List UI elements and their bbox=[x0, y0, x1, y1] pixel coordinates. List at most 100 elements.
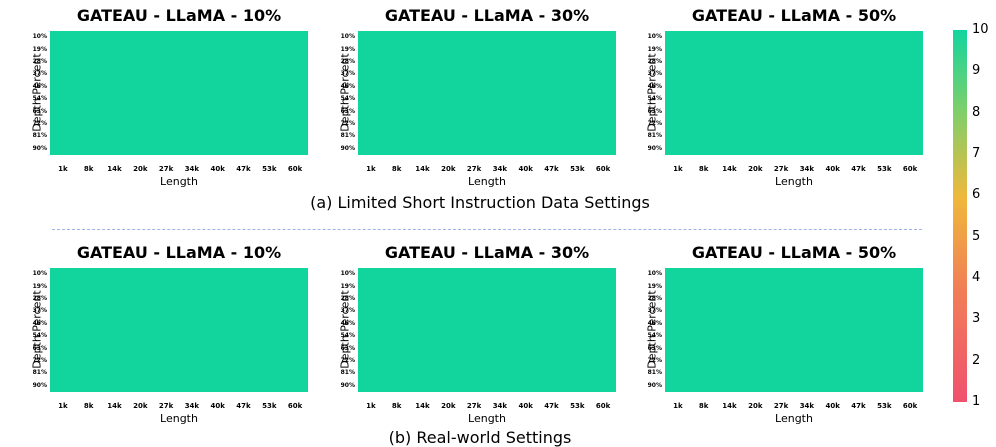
heatmap-cell bbox=[819, 93, 847, 106]
heatmap-cell bbox=[230, 142, 257, 156]
heatmap-cell bbox=[845, 305, 872, 319]
heatmap-cell bbox=[487, 367, 514, 381]
heatmap-cell bbox=[204, 292, 232, 306]
heatmap-cell bbox=[845, 130, 872, 144]
heatmap-cell bbox=[75, 379, 103, 393]
heatmap-cell bbox=[590, 330, 617, 343]
heatmap-cell bbox=[383, 142, 411, 156]
heatmap-cell bbox=[282, 367, 309, 381]
y-tick-label: 19% bbox=[647, 45, 662, 53]
heatmap-cell bbox=[204, 305, 232, 319]
heatmap-cell bbox=[75, 68, 103, 82]
heatmap-cell bbox=[204, 354, 232, 368]
heatmap-cell bbox=[716, 142, 743, 156]
heatmap-cell bbox=[230, 105, 257, 119]
heatmap-cell bbox=[690, 292, 718, 306]
colorbar bbox=[953, 30, 967, 402]
heatmap-cell bbox=[256, 379, 283, 393]
y-tick-label: 72% bbox=[340, 357, 355, 364]
heatmap-cell bbox=[230, 354, 257, 368]
heatmap-cell bbox=[538, 354, 565, 368]
heatmap-cell bbox=[512, 105, 540, 119]
heatmap-cell bbox=[819, 105, 847, 119]
x-tick-label: 40k bbox=[518, 165, 533, 173]
heatmap-cell bbox=[665, 68, 692, 82]
heatmap-cell bbox=[512, 130, 540, 144]
heatmap-cell bbox=[282, 43, 309, 57]
heatmap-cell bbox=[538, 342, 565, 356]
heatmap-cell bbox=[461, 292, 488, 306]
heatmap-cell bbox=[716, 68, 743, 82]
x-tick-label: 8k bbox=[698, 165, 709, 173]
x-axis-label: Length bbox=[775, 175, 813, 188]
y-tick-label: 81% bbox=[32, 132, 47, 140]
y-tick-label: 54% bbox=[340, 95, 355, 103]
heatmap-cell bbox=[845, 330, 872, 343]
y-tick-label: 37% bbox=[32, 70, 47, 78]
y-tick-label: 28% bbox=[340, 58, 355, 65]
heatmap-cell bbox=[590, 268, 617, 281]
heatmap-cell bbox=[716, 268, 743, 281]
heatmap-cell bbox=[461, 342, 488, 356]
x-tick-label: 40k bbox=[825, 402, 840, 410]
heatmap-cell bbox=[564, 330, 591, 343]
heatmap-cell bbox=[794, 268, 821, 281]
heatmap-cell bbox=[768, 342, 795, 356]
heatmap-cell bbox=[716, 105, 743, 119]
heatmap-cell bbox=[794, 317, 821, 331]
colorbar-tick-label: 6 bbox=[972, 187, 981, 203]
x-tick-label: 14k bbox=[107, 402, 122, 410]
heatmap-cell bbox=[897, 268, 924, 281]
heatmap-cell bbox=[409, 305, 436, 319]
heatmap-cell bbox=[101, 31, 128, 44]
y-tick-label: 46% bbox=[340, 319, 355, 327]
heatmap-cell bbox=[487, 292, 514, 306]
heatmap-cell bbox=[897, 105, 924, 119]
x-tick-label: 1k bbox=[673, 402, 683, 410]
heatmap-cell bbox=[383, 379, 411, 393]
heatmap-cell bbox=[101, 305, 128, 319]
heatmap-cell bbox=[75, 292, 103, 306]
heatmap-cell bbox=[690, 55, 718, 69]
heatmap-cell bbox=[845, 117, 872, 131]
y-tick-label: 19% bbox=[32, 282, 47, 290]
heatmap-cell bbox=[101, 93, 128, 106]
panel-title: GATEAU - LLaMA - 10% bbox=[76, 243, 282, 262]
section-divider bbox=[52, 229, 922, 230]
heatmap-cell bbox=[461, 55, 488, 69]
x-tick-label: 8k bbox=[698, 402, 709, 410]
heatmap-cell bbox=[383, 31, 411, 44]
colorbar-tick-label: 4 bbox=[972, 270, 981, 285]
x-tick-label: 27k bbox=[158, 402, 174, 410]
heatmap-cell bbox=[512, 31, 540, 44]
x-tick-label: 47k bbox=[236, 165, 251, 173]
heatmap-cell bbox=[871, 305, 898, 319]
heatmap-cell bbox=[282, 280, 309, 294]
heatmap-cell bbox=[819, 330, 847, 343]
heatmap-cell bbox=[256, 117, 283, 131]
heatmap-cell bbox=[101, 142, 128, 156]
heatmap-cell bbox=[383, 68, 411, 82]
y-tick-label: 72% bbox=[647, 120, 662, 127]
x-tick-label: 20k bbox=[133, 165, 148, 173]
heatmap-cell bbox=[819, 342, 847, 356]
heatmap-cell bbox=[716, 55, 743, 69]
x-tick-label: 53k bbox=[570, 165, 585, 173]
heatmap-cell bbox=[690, 105, 718, 119]
x-tick-label: 14k bbox=[415, 165, 430, 173]
x-tick-label: 53k bbox=[570, 402, 585, 410]
heatmap-cell bbox=[101, 330, 128, 343]
heatmap-cell bbox=[153, 292, 180, 306]
heatmap-cell bbox=[845, 80, 872, 94]
heatmap-cell bbox=[794, 342, 821, 356]
heatmap-cell bbox=[871, 80, 898, 94]
heatmap-cell bbox=[358, 268, 385, 281]
heatmap-cells bbox=[50, 268, 309, 393]
heatmap-cell bbox=[50, 305, 77, 319]
heatmap-cells bbox=[358, 268, 617, 393]
heatmap-cell bbox=[487, 354, 514, 368]
heatmap-cell bbox=[768, 305, 795, 319]
heatmap-cell bbox=[204, 342, 232, 356]
heatmap-cell bbox=[435, 142, 462, 156]
heatmap-cell bbox=[794, 292, 821, 306]
